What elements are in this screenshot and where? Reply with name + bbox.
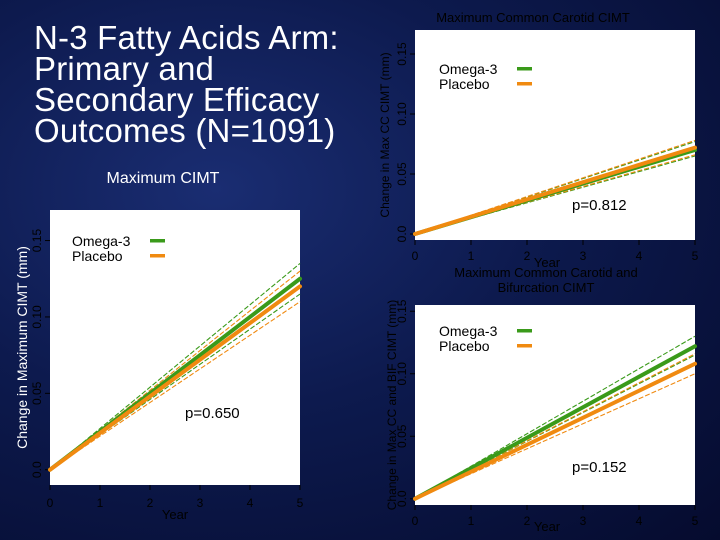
- y-axis-label: Change in Maximum CIMT (mm): [14, 246, 30, 449]
- legend-label: Placebo: [439, 338, 490, 354]
- x-tick-label: 0: [412, 514, 419, 528]
- title-line: Secondary Efficacy: [34, 81, 320, 118]
- chart-title-line: Maximum Common Carotid and: [454, 265, 638, 280]
- series-ci-lower: [414, 155, 696, 235]
- legend-label: Placebo: [439, 76, 490, 92]
- x-tick-label: 3: [580, 514, 587, 528]
- x-tick-label: 3: [580, 249, 587, 263]
- chart-title: Maximum Common Carotid and Bifurcation CI…: [454, 265, 638, 295]
- x-tick-label: 1: [468, 249, 475, 263]
- y-tick-label: 0.10: [395, 362, 409, 386]
- legend-label: Omega-3: [439, 61, 498, 77]
- series-ci-lower: [49, 301, 301, 471]
- plot-area: [415, 30, 695, 240]
- x-tick-label: 0: [412, 249, 419, 263]
- y-tick-label: 0.05: [395, 162, 409, 186]
- p-value-annotation: p=0.650: [185, 405, 240, 422]
- slide-title: N-3 Fatty Acids Arm: Primary and Seconda…: [34, 19, 374, 149]
- y-tick-label: 0.10: [395, 102, 409, 126]
- x-axis-label: Year: [534, 519, 561, 534]
- p-value-annotation: p=0.152: [572, 459, 627, 476]
- chart-title: Maximum Common Carotid CIMT: [436, 10, 630, 25]
- series-line-placebo: [413, 145, 697, 236]
- legend-swatch: [517, 67, 532, 71]
- legend-swatch: [517, 329, 532, 333]
- series-line-omega-3: [413, 344, 697, 501]
- series-line-placebo: [48, 284, 302, 472]
- x-tick-label: 5: [692, 514, 699, 528]
- x-tick-label: 4: [636, 514, 643, 528]
- x-tick-label: 5: [297, 496, 304, 510]
- x-tick-label: 1: [468, 514, 475, 528]
- legend-swatch: [150, 239, 165, 243]
- x-tick-label: 4: [636, 249, 643, 263]
- y-tick-label: 0.0: [30, 461, 44, 478]
- x-tick-label: 0: [47, 496, 54, 510]
- y-tick-label: 0.0: [395, 225, 409, 242]
- y-tick-label: 0.05: [395, 424, 409, 448]
- legend-label: Placebo: [72, 248, 123, 264]
- y-tick-label: 0.0: [395, 490, 409, 507]
- y-axis-label: Change in Max CC CIMT (mm): [378, 52, 392, 217]
- legend-label: Omega-3: [439, 323, 498, 339]
- x-tick-label: 3: [197, 496, 204, 510]
- y-tick-label: 0.15: [30, 229, 44, 253]
- p-value-annotation: p=0.812: [572, 197, 627, 214]
- legend-swatch: [517, 344, 532, 348]
- legend-swatch: [150, 254, 165, 258]
- chart-title: Maximum CIMT: [107, 170, 220, 187]
- y-axis-label: Change in Max CC and BIF CIMT (mm): [385, 300, 399, 511]
- y-tick-label: 0.05: [30, 381, 44, 405]
- x-tick-label: 2: [524, 249, 531, 263]
- title-line: Outcomes (N=1091): [34, 112, 336, 149]
- x-axis-label: Year: [534, 255, 561, 270]
- chart-max-cc-cimt: Maximum Common Carotid CIMT Change in Max…: [378, 10, 699, 270]
- series-line-placebo: [413, 361, 697, 501]
- title-line: Primary and: [34, 50, 215, 87]
- chart-max-cc-bif-cimt: Maximum Common Carotid and Bifurcation CI…: [385, 265, 699, 534]
- title-line: N-3 Fatty Acids Arm:: [34, 19, 339, 56]
- x-axis-label: Year: [162, 507, 189, 522]
- chart-title-line: Bifurcation CIMT: [498, 280, 595, 295]
- x-tick-label: 2: [524, 514, 531, 528]
- y-tick-label: 0.10: [30, 305, 44, 329]
- legend-swatch: [517, 82, 532, 86]
- x-tick-label: 1: [97, 496, 104, 510]
- y-tick-label: 0.15: [395, 299, 409, 323]
- x-tick-label: 5: [692, 249, 699, 263]
- legend-label: Omega-3: [72, 233, 131, 249]
- series-ci-lower: [414, 154, 696, 235]
- y-tick-label: 0.15: [395, 42, 409, 66]
- series-ci-upper: [49, 263, 301, 471]
- x-tick-label: 4: [247, 496, 254, 510]
- x-tick-label: 2: [147, 496, 154, 510]
